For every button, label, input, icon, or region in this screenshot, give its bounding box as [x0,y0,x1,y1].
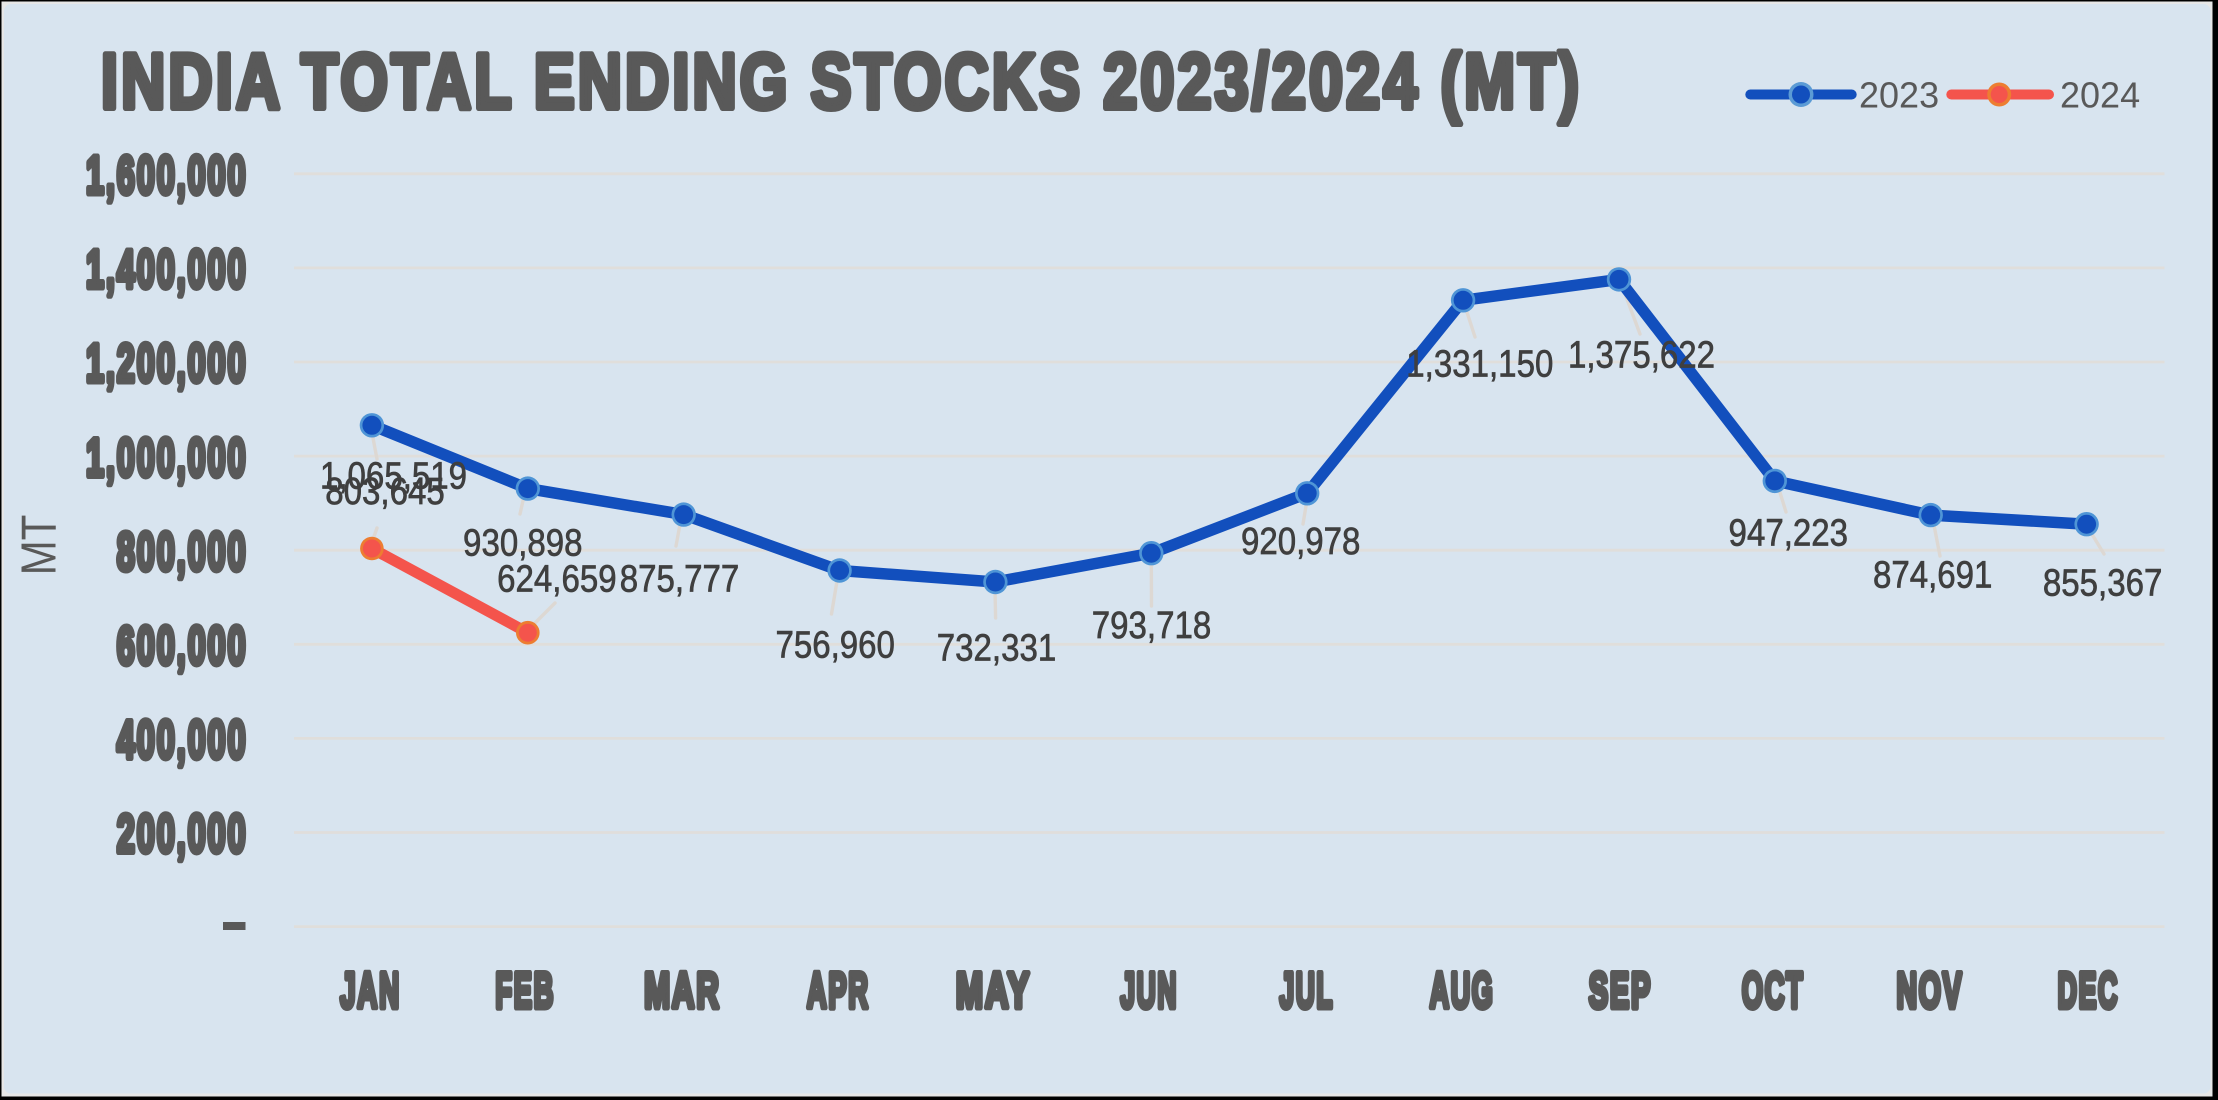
svg-text:756,960: 756,960 [775,624,894,667]
svg-text:803,645: 803,645 [325,470,444,513]
svg-text:947,223: 947,223 [1729,512,1848,555]
svg-text:624,659: 624,659 [497,557,616,600]
svg-text:JUN: JUN [1120,964,1178,1019]
svg-text:855,367: 855,367 [2043,561,2162,604]
svg-text:MT: MT [12,515,67,576]
svg-text:2023: 2023 [1859,75,1939,116]
svg-text:INDIA TOTAL ENDING STOCKS 2023: INDIA TOTAL ENDING STOCKS 2023/2024 (MT) [101,38,1582,125]
svg-text:FEB: FEB [495,963,555,1019]
svg-text:200,000: 200,000 [117,805,248,864]
svg-text:OCT: OCT [1742,963,1804,1019]
svg-text:400,000: 400,000 [117,711,248,770]
svg-text:1,600,000: 1,600,000 [86,146,248,205]
svg-text:MAY: MAY [956,962,1031,1018]
svg-text:MAR: MAR [644,962,721,1018]
svg-text:1,375,622: 1,375,622 [1568,333,1715,376]
svg-text:NOV: NOV [1896,962,1963,1019]
svg-text:920,978: 920,978 [1241,520,1360,563]
svg-text:1,400,000: 1,400,000 [86,240,248,299]
svg-text:JAN: JAN [340,962,401,1019]
svg-text:1,000,000: 1,000,000 [86,429,248,488]
svg-text:1,065,519: 1,065,519 [320,454,467,497]
svg-text:1,200,000: 1,200,000 [86,335,248,394]
svg-text:SEP: SEP [1589,962,1652,1018]
svg-text:1,331,150: 1,331,150 [1406,342,1553,385]
svg-text:874,691: 874,691 [1873,553,1992,596]
svg-text:DEC: DEC [2058,964,2119,1019]
svg-text:AUG: AUG [1430,963,1495,1019]
svg-text:2024: 2024 [2060,75,2140,116]
svg-text:800,000: 800,000 [117,523,248,582]
svg-text:600,000: 600,000 [117,617,248,676]
svg-text:793,718: 793,718 [1092,604,1211,647]
svg-text:875,777: 875,777 [620,557,739,600]
svg-text:930,898: 930,898 [463,521,582,564]
svg-text:JUL: JUL [1280,964,1335,1019]
svg-text:APR: APR [807,963,870,1019]
svg-text:732,331: 732,331 [937,626,1056,669]
